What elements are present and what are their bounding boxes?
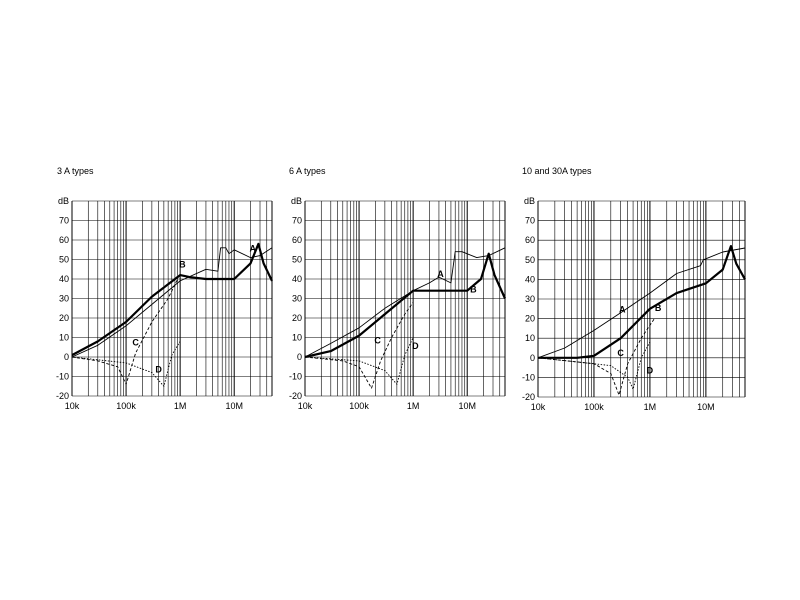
y-tick-label: 70 (59, 216, 69, 226)
y-tick-label: 20 (525, 314, 535, 324)
series-line-d (71, 341, 181, 387)
series-label-a: A (619, 305, 626, 315)
y-tick-label: -10 (289, 372, 302, 382)
y-tick-label: 70 (525, 216, 535, 226)
x-tick-label: 10k (531, 402, 546, 412)
y-tick-label: -10 (522, 372, 535, 382)
y-tick-label: 0 (64, 352, 69, 362)
x-tick-label: 100k (584, 402, 604, 412)
series-line-c (71, 278, 179, 385)
x-tick-label: 10M (225, 401, 243, 411)
series-line-c (537, 318, 655, 396)
y-tick-label: -10 (56, 372, 69, 382)
y-tick-label: 30 (525, 294, 535, 304)
series-line-c (304, 302, 414, 389)
series-line-b (538, 245, 746, 359)
series-line-b (304, 252, 507, 359)
y-tick-label: 40 (59, 274, 69, 284)
series-line-a (537, 247, 746, 359)
series-line-a (304, 247, 506, 358)
x-tick-label: 10k (298, 401, 313, 411)
y-tick-label: 10 (525, 333, 535, 343)
chart-title-10-30a: 10 and 30A types (522, 166, 592, 176)
y-tick-label: 40 (525, 274, 535, 284)
y-tick-label: 60 (59, 235, 69, 245)
x-tick-label: 10M (697, 402, 715, 412)
y-tick-label: 30 (292, 294, 302, 304)
series-line-a (71, 247, 273, 358)
y-tick-label: 0 (297, 352, 302, 362)
y-tick-label: 60 (292, 235, 302, 245)
series-label-d: D (412, 341, 419, 351)
y-tick-label: 0 (530, 353, 535, 363)
x-tick-label: 1M (407, 401, 420, 411)
series-label-b: B (655, 303, 662, 313)
series-label-a: A (249, 244, 256, 254)
series-label-b: B (179, 259, 186, 269)
y-tick-label: 30 (59, 294, 69, 304)
series-label-c: C (374, 335, 381, 345)
series-label-c: C (617, 348, 624, 358)
chart-title-3a: 3 A types (57, 166, 94, 176)
x-tick-label: 10k (65, 401, 80, 411)
y-tick-label: 70 (292, 216, 302, 226)
y-axis-label: dB (291, 196, 302, 206)
x-tick-label: 10M (458, 401, 476, 411)
y-tick-label: 40 (292, 274, 302, 284)
x-tick-label: 100k (116, 401, 136, 411)
series-line-b (71, 242, 273, 357)
series-line-d (304, 337, 414, 385)
y-tick-label: 50 (59, 255, 69, 265)
y-tick-label: 60 (525, 235, 535, 245)
y-axis-label: dB (58, 196, 69, 206)
y-tick-label: 50 (525, 255, 535, 265)
series-label-c: C (132, 337, 139, 347)
y-tick-label: -20 (289, 391, 302, 401)
series-label-a: A (437, 269, 444, 279)
y-tick-label: 10 (292, 333, 302, 343)
x-tick-label: 1M (174, 401, 187, 411)
y-tick-label: 10 (59, 333, 69, 343)
chart-title-6a: 6 A types (289, 166, 326, 176)
x-tick-label: 100k (349, 401, 369, 411)
y-tick-label: -20 (56, 391, 69, 401)
y-tick-label: 20 (59, 313, 69, 323)
series-label-d: D (647, 365, 654, 375)
y-axis-label: dB (524, 196, 535, 206)
series-label-d: D (155, 365, 162, 375)
y-tick-label: 20 (292, 313, 302, 323)
y-tick-label: 50 (292, 255, 302, 265)
x-tick-label: 1M (644, 402, 657, 412)
y-tick-label: -20 (522, 392, 535, 402)
series-line-d (537, 341, 651, 390)
series-label-b: B (470, 285, 477, 295)
